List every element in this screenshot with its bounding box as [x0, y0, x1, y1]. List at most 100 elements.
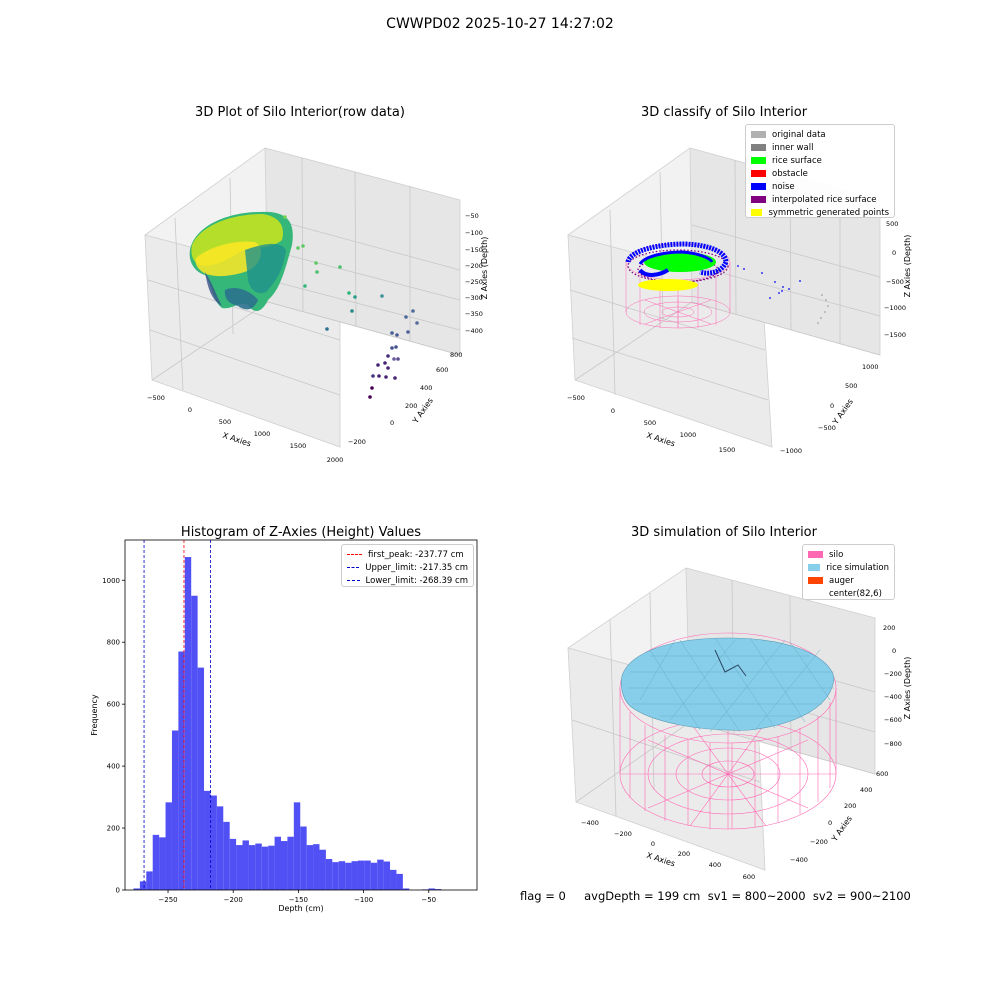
- raw-plot-title: 3D Plot of Silo Interior(row data): [195, 105, 405, 120]
- x-tick-label: 1000: [680, 431, 697, 439]
- data-point: [325, 327, 329, 331]
- histogram-bar: [390, 869, 397, 890]
- histogram-bars: [133, 557, 442, 890]
- legend-swatch: [751, 157, 766, 164]
- data-point: [384, 375, 388, 379]
- data-point: [406, 330, 410, 334]
- x-tick-label: 0: [651, 840, 655, 848]
- original-data-point: [820, 317, 822, 319]
- classify-3d-plot: 3D classify of Silo Interior: [567, 105, 912, 455]
- legend-entry: Lower_limit: -268.39 cm: [347, 574, 468, 587]
- z-tick-label: −800: [884, 740, 902, 748]
- classify-plot-title: 3D classify of Silo Interior: [641, 105, 808, 120]
- x-axis-label: X Axies: [221, 431, 252, 449]
- data-point: [377, 374, 381, 378]
- simulation-legend: silo rice simulation auger center(82,6): [802, 544, 895, 600]
- data-point: [371, 374, 375, 378]
- data-point: [411, 309, 415, 313]
- x-tick-label: 2000: [327, 456, 344, 464]
- data-point: [301, 244, 305, 248]
- data-point: [315, 270, 319, 274]
- histogram-bar: [197, 667, 205, 890]
- histogram-bar: [139, 881, 147, 890]
- data-point: [393, 376, 397, 380]
- original-data-point: [817, 322, 819, 324]
- legend-entry: interpolated rice surface: [751, 193, 889, 206]
- y-tick-label: 400: [420, 384, 432, 392]
- data-point: [394, 345, 398, 349]
- histogram-bar: [229, 838, 237, 890]
- raw-data-3d-plot: 3D Plot of Silo Interior(row data) −500 …: [144, 105, 489, 464]
- classify-plot-y-ticks: −1000 −500 0 500 1000: [780, 363, 879, 455]
- legend-entry: silo: [808, 548, 889, 561]
- noise-point: [743, 268, 745, 270]
- histogram-bar: [377, 859, 384, 890]
- histogram-bar: [165, 802, 172, 890]
- histogram-bar: [364, 860, 371, 890]
- z-tick-label: 500: [886, 220, 898, 228]
- x-tick-label: 1000: [254, 430, 271, 438]
- data-point: [415, 321, 419, 325]
- legend-entry: obstacle: [751, 167, 889, 180]
- histogram-bar: [351, 861, 358, 890]
- x-tick-label: 1500: [290, 442, 307, 450]
- legend-entry: center(82,6): [808, 587, 889, 600]
- original-data-point: [827, 305, 829, 307]
- classify-plot-x-ticks: −500 0 500 1000 1500: [567, 394, 735, 454]
- z-tick-label: −200: [884, 670, 902, 678]
- histogram-bar: [146, 871, 153, 890]
- z-axis-label: Z Axies (Depth): [903, 235, 912, 298]
- histogram-bar: [281, 841, 288, 890]
- histogram-chart: Histogram of Z-Axies (Height) Values −25…: [90, 525, 478, 913]
- original-data-point: [825, 299, 827, 301]
- z-tick-label: −500: [886, 278, 904, 286]
- z-tick-label: −150: [465, 246, 483, 254]
- data-point: [303, 284, 307, 288]
- legend-swatch: [751, 183, 766, 190]
- original-data-point: [824, 311, 826, 313]
- z-axis-label: Z Axies (Depth): [903, 657, 912, 720]
- y-tick-label: −200: [348, 438, 366, 446]
- legend-swatch: [751, 170, 766, 177]
- y-tick-label: 200: [405, 402, 417, 410]
- z-tick-label: 0: [892, 647, 896, 655]
- data-point: [283, 215, 287, 219]
- noise-point: [769, 297, 771, 299]
- simulation-rice-surface: [620, 637, 835, 733]
- legend-entry: original data: [751, 128, 889, 141]
- histogram-bar: [204, 790, 211, 890]
- y-tick-label: 1000: [102, 577, 120, 585]
- histogram-bar: [345, 862, 352, 890]
- noise-point: [781, 290, 783, 292]
- data-point: [380, 294, 384, 298]
- legend-entry: Upper_limit: -217.35 cm: [347, 561, 468, 574]
- legend-label: obstacle: [772, 168, 808, 179]
- data-point: [347, 291, 351, 295]
- figure-suptitle: CWWPD02 2025-10-27 14:27:02: [386, 16, 614, 32]
- histogram-plot-frame: [124, 539, 478, 891]
- y-tick-label: 200: [107, 825, 120, 833]
- z-tick-label: −1500: [884, 331, 906, 339]
- y-tick-label: 800: [450, 351, 462, 359]
- histogram-x-axis-label: Depth (cm): [278, 904, 323, 913]
- y-tick-label: 0: [390, 419, 394, 427]
- x-tick-label: −250: [158, 896, 177, 904]
- legend-swatch: [808, 564, 821, 571]
- histogram-bar: [210, 795, 217, 890]
- data-point: [353, 295, 357, 299]
- noise-point: [774, 281, 776, 283]
- data-point: [338, 265, 342, 269]
- noise-point: [761, 272, 763, 274]
- data-point: [370, 386, 374, 390]
- y-tick-label: 1000: [862, 363, 879, 371]
- simulation-plot-title: 3D simulation of Silo Interior: [631, 525, 818, 540]
- y-tick-label: 0: [828, 819, 832, 827]
- histogram-bar: [236, 845, 243, 890]
- classify-noise-points: [737, 265, 829, 324]
- histogram-bar: [248, 845, 256, 890]
- raw-plot-axes-box: [144, 147, 461, 448]
- raw-plot-z-ticks: −50 −100 −150 −200 −250 −300 −350 −400: [465, 212, 483, 335]
- histogram-reference-lines: [143, 540, 211, 890]
- z-axis-label: Z Axies (Depth): [480, 237, 489, 300]
- histogram-bar: [287, 836, 294, 890]
